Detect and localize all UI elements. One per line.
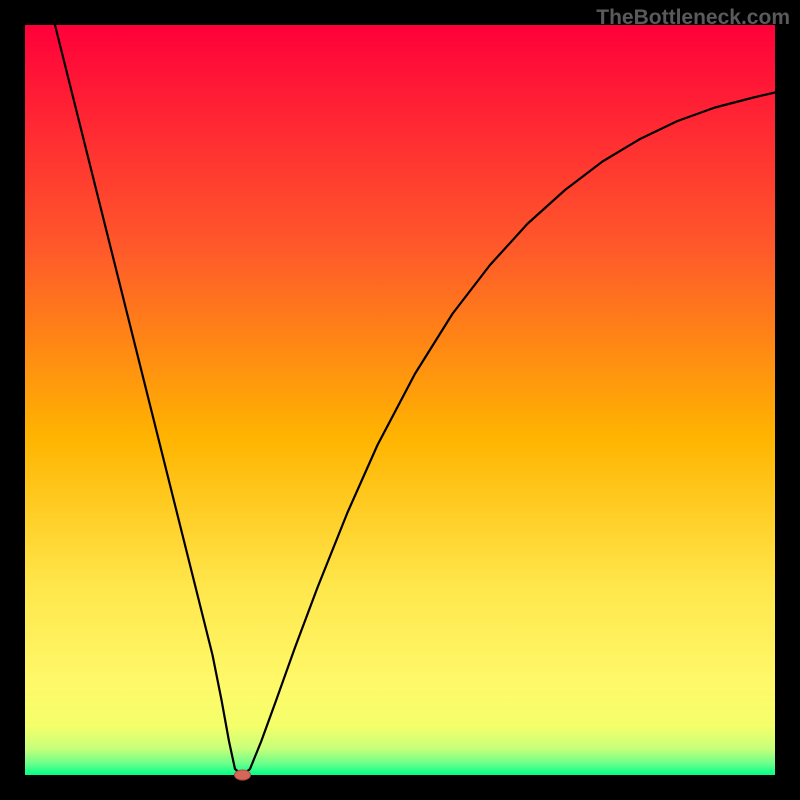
bottleneck-chart <box>0 0 800 800</box>
watermark-text: TheBottleneck.com <box>596 6 790 30</box>
chart-container: TheBottleneck.com <box>0 0 800 800</box>
minimum-marker <box>235 770 251 780</box>
